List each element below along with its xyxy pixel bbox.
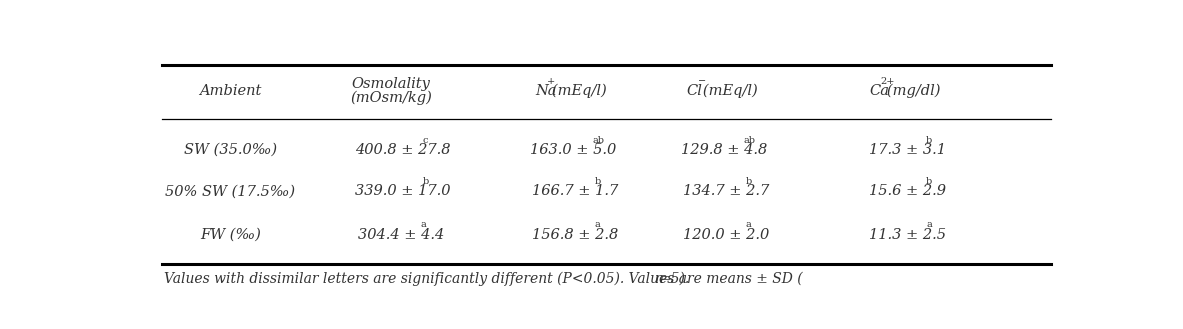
Text: 2+: 2+ bbox=[880, 77, 896, 86]
Text: 15.6 ± 2.9: 15.6 ± 2.9 bbox=[870, 185, 946, 198]
Text: (mOsm/kg): (mOsm/kg) bbox=[350, 90, 432, 105]
Text: 166.7 ± 1.7: 166.7 ± 1.7 bbox=[531, 185, 618, 198]
Text: 339.0 ± 17.0: 339.0 ± 17.0 bbox=[355, 185, 451, 198]
Text: b: b bbox=[926, 136, 932, 144]
Text: ab: ab bbox=[593, 136, 605, 144]
Text: 156.8 ± 2.8: 156.8 ± 2.8 bbox=[531, 228, 618, 241]
Text: b: b bbox=[745, 177, 751, 186]
Text: b: b bbox=[422, 177, 429, 186]
Text: a: a bbox=[745, 220, 751, 229]
Text: SW (35.0‰): SW (35.0‰) bbox=[183, 143, 277, 157]
Text: ab: ab bbox=[743, 136, 756, 144]
Text: 50% SW (17.5‰): 50% SW (17.5‰) bbox=[166, 185, 296, 198]
Text: 134.7 ± 2.7: 134.7 ± 2.7 bbox=[683, 185, 769, 198]
Text: n: n bbox=[653, 272, 662, 286]
Text: a: a bbox=[594, 220, 600, 229]
Text: 163.0 ± 5.0: 163.0 ± 5.0 bbox=[530, 143, 616, 157]
Text: −: − bbox=[698, 77, 706, 86]
Text: Cl: Cl bbox=[687, 84, 703, 98]
Text: Na: Na bbox=[536, 84, 557, 98]
Text: (mEq/l): (mEq/l) bbox=[700, 84, 757, 98]
Text: c: c bbox=[422, 136, 428, 144]
Text: (mg/dl): (mg/dl) bbox=[884, 84, 940, 98]
Text: Osmolality: Osmolality bbox=[351, 77, 431, 91]
Text: 11.3 ± 2.5: 11.3 ± 2.5 bbox=[870, 228, 946, 241]
Text: 400.8 ± 27.8: 400.8 ± 27.8 bbox=[355, 143, 451, 157]
Text: b: b bbox=[926, 177, 932, 186]
Text: 17.3 ± 3.1: 17.3 ± 3.1 bbox=[870, 143, 946, 157]
Text: Ca: Ca bbox=[870, 84, 890, 98]
Text: 129.8 ± 4.8: 129.8 ± 4.8 bbox=[681, 143, 768, 157]
Text: =5).: =5). bbox=[659, 272, 690, 286]
Text: +: + bbox=[547, 77, 555, 86]
Text: (mEq/l): (mEq/l) bbox=[549, 84, 607, 98]
Text: Ambient: Ambient bbox=[199, 84, 261, 98]
Text: a: a bbox=[926, 220, 932, 229]
Text: b: b bbox=[594, 177, 601, 186]
Text: FW (‰): FW (‰) bbox=[200, 228, 260, 241]
Text: Values with dissimilar letters are significantly different (P<0.05). Values are : Values with dissimilar letters are signi… bbox=[164, 272, 803, 286]
Text: 120.0 ± 2.0: 120.0 ± 2.0 bbox=[683, 228, 769, 241]
Text: a: a bbox=[420, 220, 426, 229]
Text: 304.4 ± 4.4: 304.4 ± 4.4 bbox=[357, 228, 444, 241]
